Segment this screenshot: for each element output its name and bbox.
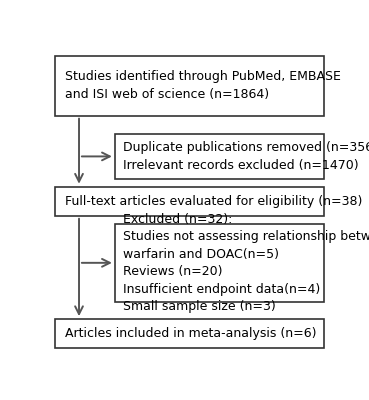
Text: Studies identified through PubMed, EMBASE
and ISI web of science (n=1864): Studies identified through PubMed, EMBAS… (65, 70, 341, 101)
Text: Full-text articles evaluated for eligibility (n=38): Full-text articles evaluated for eligibi… (65, 195, 362, 208)
FancyBboxPatch shape (55, 319, 324, 348)
Text: Articles included in meta-analysis (n=6): Articles included in meta-analysis (n=6) (65, 327, 316, 340)
FancyBboxPatch shape (55, 186, 324, 216)
Text: Duplicate publications removed (n=356)
Irrelevant records excluded (n=1470): Duplicate publications removed (n=356) I… (123, 141, 369, 172)
Text: Excluded (n=32):
Studies not assessing relationship between
warfarin and DOAC(n=: Excluded (n=32): Studies not assessing r… (123, 212, 369, 313)
FancyBboxPatch shape (55, 56, 324, 116)
FancyBboxPatch shape (115, 134, 324, 179)
FancyBboxPatch shape (115, 224, 324, 302)
